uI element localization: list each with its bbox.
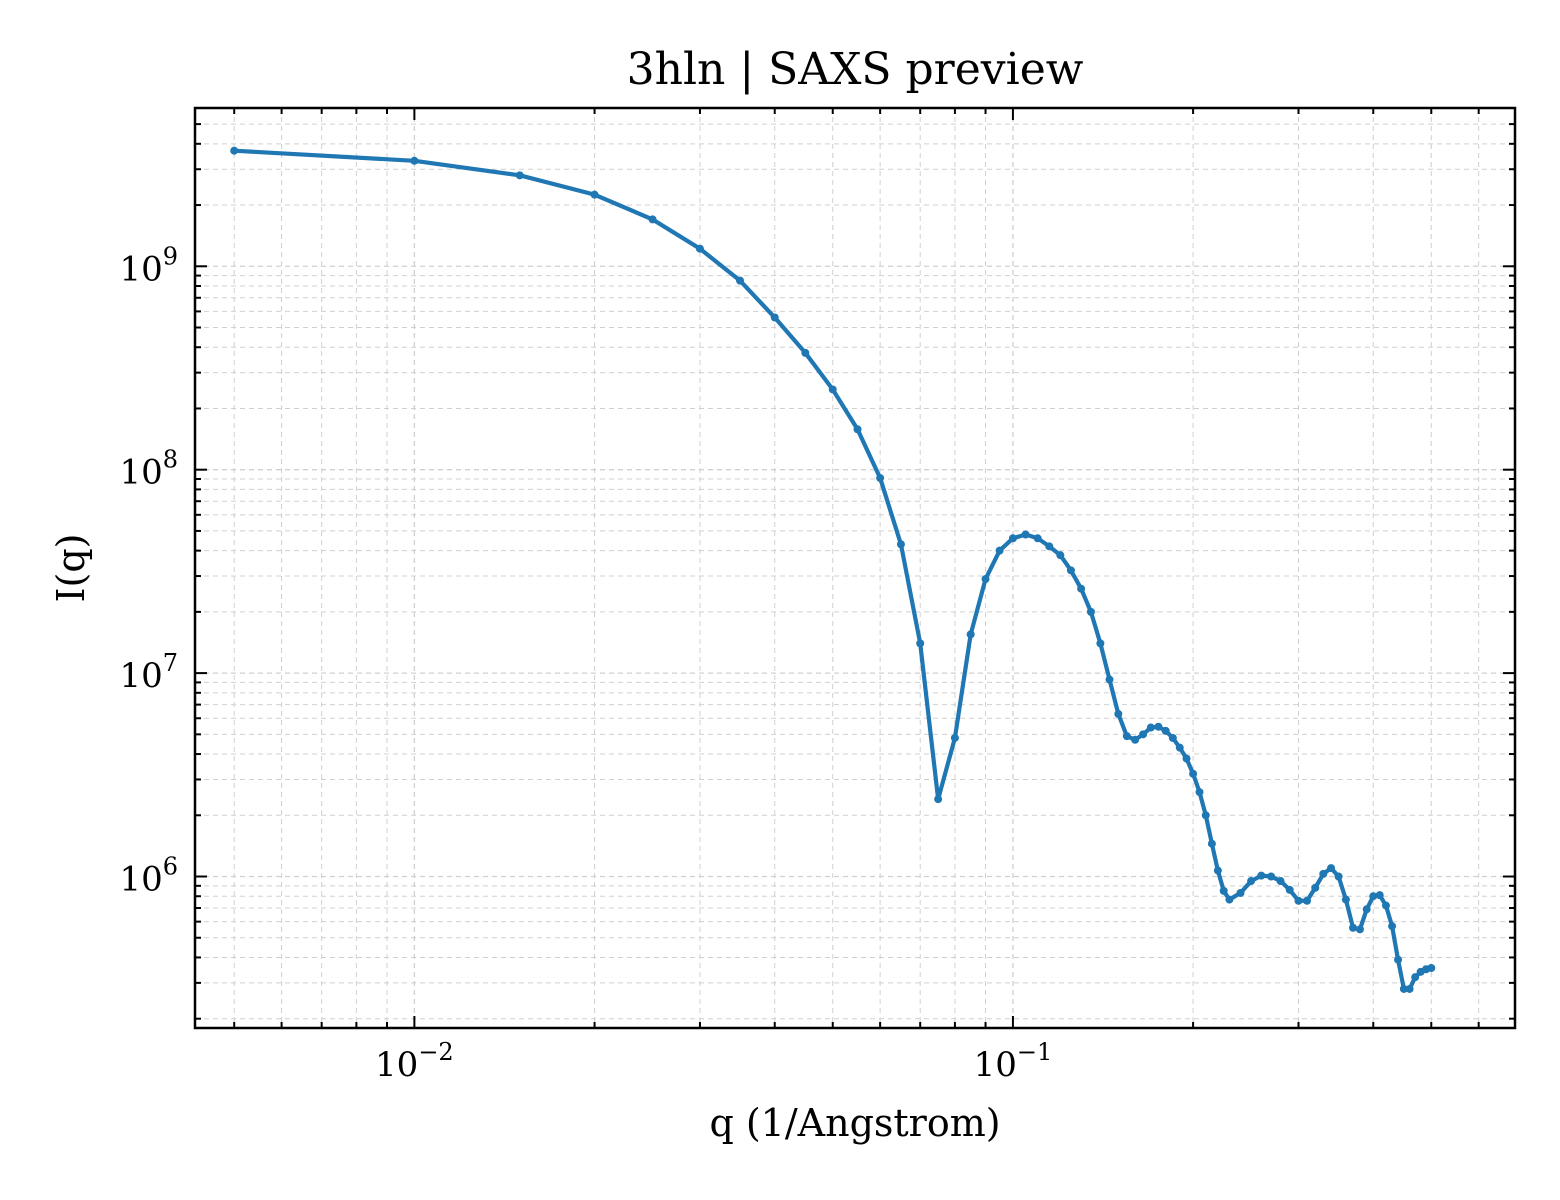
data-point [1399, 984, 1408, 993]
data-point [1327, 864, 1336, 873]
data-point [1219, 886, 1228, 895]
data-point [1066, 566, 1075, 575]
data-point [1285, 885, 1294, 894]
data-point [1394, 955, 1403, 964]
data-point [230, 146, 239, 155]
data-point [1207, 839, 1216, 848]
data-point [934, 795, 943, 804]
data-point [1427, 964, 1436, 972]
data-point [770, 313, 779, 322]
data-point [1311, 883, 1320, 892]
data-point [1341, 895, 1350, 904]
data-point [1213, 866, 1222, 875]
data-point [1405, 984, 1414, 993]
chart-title: 3hln | SAXS preview [627, 44, 1084, 95]
tick-labels: 10−2 10−1 106 107 108 109 [119, 242, 1052, 1085]
data-point [1303, 896, 1312, 905]
data-point [1021, 530, 1030, 539]
data-point [1225, 895, 1234, 904]
data-point [916, 639, 925, 648]
data-point [1247, 877, 1256, 886]
data-point [590, 190, 599, 199]
data-point [410, 156, 419, 165]
data-point [515, 171, 524, 180]
data-point [1236, 888, 1245, 897]
data-point [1257, 871, 1266, 880]
data-point [1411, 973, 1420, 982]
data-point [1139, 730, 1148, 739]
data-point [1175, 743, 1184, 752]
data-point [1154, 722, 1163, 731]
data-point [1122, 732, 1131, 741]
series-layer [230, 146, 1436, 993]
data-point [1375, 891, 1384, 900]
data-point [1114, 709, 1123, 718]
data-point [1355, 925, 1364, 934]
data-point [1349, 923, 1358, 932]
data-point [1294, 896, 1303, 905]
y-tick-label: 109 [119, 242, 178, 289]
data-point [876, 474, 885, 483]
data-point [1161, 726, 1170, 735]
data-point [1086, 607, 1095, 616]
data-point [736, 276, 745, 285]
data-point [1008, 534, 1017, 543]
data-point [1146, 723, 1155, 732]
y-tick-label: 106 [119, 853, 178, 900]
data-point [1131, 735, 1140, 744]
y-tick-label: 107 [119, 649, 178, 696]
data-point [1195, 788, 1204, 797]
data-point [828, 385, 837, 394]
data-point [1362, 905, 1371, 914]
data-point [853, 425, 862, 434]
data-point [1276, 877, 1285, 886]
data-point [950, 733, 959, 742]
grid-lines [195, 107, 1515, 1028]
data-point [695, 244, 704, 253]
data-point [1334, 872, 1343, 881]
data-point [801, 348, 810, 357]
plot-frame [193, 106, 1517, 1030]
y-tick-label: 108 [119, 446, 178, 493]
data-point [1168, 733, 1177, 742]
data-point [966, 630, 975, 639]
data-point [1201, 811, 1210, 820]
data-point [1189, 769, 1198, 778]
data-point [1267, 872, 1276, 881]
data-point [1319, 869, 1328, 878]
data-point [1033, 534, 1042, 543]
data-point [1056, 551, 1065, 560]
data-point [1096, 639, 1105, 648]
data-point [1388, 922, 1397, 931]
data-point [1182, 754, 1191, 763]
data-point [1105, 675, 1114, 684]
x-axis-label: q (1/Angstrom) [709, 1101, 1000, 1145]
data-point [1077, 584, 1086, 593]
x-tick-label: 10−1 [974, 1038, 1053, 1085]
data-point [896, 540, 905, 549]
x-tick-label: 10−2 [375, 1038, 454, 1085]
data-point [648, 215, 657, 224]
data-point [981, 575, 990, 584]
y-axis-label: I(q) [49, 534, 93, 603]
data-point [1045, 542, 1054, 551]
data-point [1381, 901, 1390, 910]
data-point [995, 546, 1004, 555]
data-point [1369, 892, 1378, 901]
